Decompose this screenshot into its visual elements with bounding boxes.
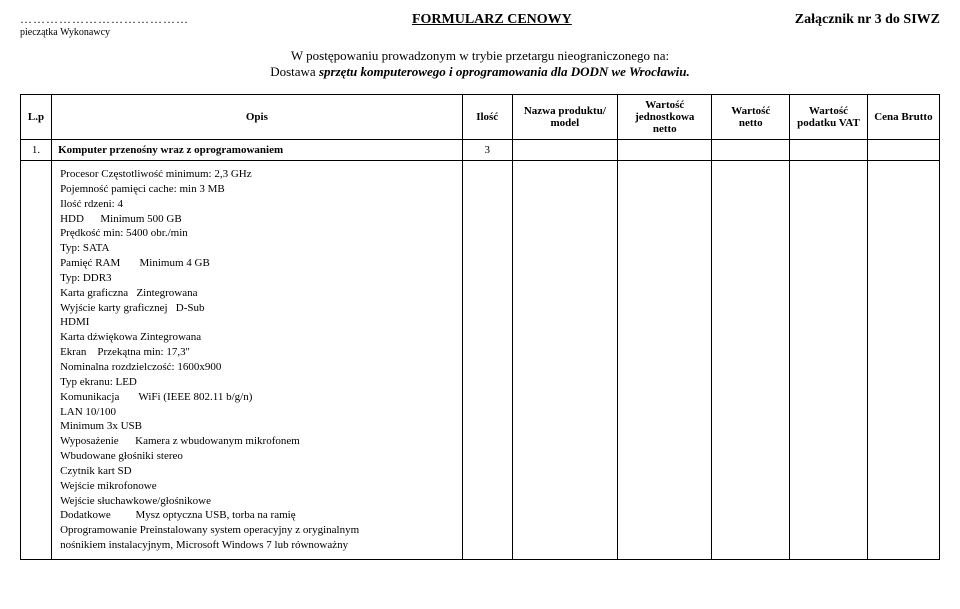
cell-opis: Komputer przenośny wraz z oprogramowanie… bbox=[52, 140, 463, 161]
dots-line: ………………………………… bbox=[20, 12, 189, 27]
spec-line: nośnikiem instalacyjnym, Microsoft Windo… bbox=[60, 538, 454, 553]
stamp-block: ………………………………… pieczątka Wykonawcy bbox=[20, 12, 189, 38]
cell-spec: Procesor Częstotliwość minimum: 2,3 GHzP… bbox=[52, 161, 463, 560]
spec-line: Pojemność pamięci cache: min 3 MB bbox=[60, 182, 454, 197]
th-wj: Wartość jednostkowa netto bbox=[618, 95, 712, 140]
spec-line: Wyposażenie Kamera z wbudowanym mikrofon… bbox=[60, 434, 454, 449]
cell-wp bbox=[790, 140, 868, 161]
spec-line: Pamięć RAM Minimum 4 GB bbox=[60, 256, 454, 271]
spec-line: Karta dźwiękowa Zintegrowana bbox=[60, 330, 454, 345]
spec-line: Karta graficzna Zintegrowana bbox=[60, 286, 454, 301]
cell-wj-empty bbox=[618, 161, 712, 560]
th-opis: Opis bbox=[52, 95, 463, 140]
spec-line: Typ ekranu: LED bbox=[60, 375, 454, 390]
attachment-label: Załącznik nr 3 do SIWZ bbox=[795, 12, 940, 28]
spec-line: Nominalna rozdzielczość: 1600x900 bbox=[60, 360, 454, 375]
spec-line: LAN 10/100 bbox=[60, 405, 454, 420]
table-header-row: L.p Opis Ilość Nazwa produktu/ model War… bbox=[21, 95, 940, 140]
spec-line: Minimum 3x USB bbox=[60, 419, 454, 434]
spec-line: Wejście słuchawkowe/głośnikowe bbox=[60, 494, 454, 509]
spec-line: Wejście mikrofonowe bbox=[60, 479, 454, 494]
spec-line: Dodatkowe Mysz optyczna USB, torba na ra… bbox=[60, 508, 454, 523]
spec-line: Ilość rdzeni: 4 bbox=[60, 197, 454, 212]
table-row: Procesor Częstotliwość minimum: 2,3 GHzP… bbox=[21, 161, 940, 560]
title-center: FORMULARZ CENOWY bbox=[189, 12, 795, 28]
cell-cb bbox=[867, 140, 939, 161]
header-row: ………………………………… pieczątka Wykonawcy FORMUL… bbox=[20, 12, 940, 38]
spec-line: Ekran Przekątna min: 17,3'' bbox=[60, 345, 454, 360]
th-wp: Wartość podatku VAT bbox=[790, 95, 868, 140]
spec-line: Komunikacja WiFi (IEEE 802.11 b/g/n) bbox=[60, 390, 454, 405]
spec-line: Czytnik kart SD bbox=[60, 464, 454, 479]
cell-ilosc: 3 bbox=[462, 140, 512, 161]
spec-line: Procesor Częstotliwość minimum: 2,3 GHz bbox=[60, 167, 454, 182]
spec-line: Prędkość min: 5400 obr./min bbox=[60, 226, 454, 241]
spec-line: Wyjście karty graficznej D-Sub bbox=[60, 301, 454, 316]
cell-cb-empty bbox=[867, 161, 939, 560]
spec-line: Wbudowane głośniki stereo bbox=[60, 449, 454, 464]
price-table: L.p Opis Ilość Nazwa produktu/ model War… bbox=[20, 94, 940, 560]
cell-nazwa-empty bbox=[512, 161, 617, 560]
cell-wp-empty bbox=[790, 161, 868, 560]
subheader-italic: sprzętu komputerowego i oprogramowania d… bbox=[319, 64, 690, 79]
subheader-prefix: Dostawa bbox=[270, 64, 319, 79]
cell-lp-empty bbox=[21, 161, 52, 560]
form-title: FORMULARZ CENOWY bbox=[412, 12, 572, 27]
th-lp: L.p bbox=[21, 95, 52, 140]
cell-nazwa bbox=[512, 140, 617, 161]
stamp-label: pieczątka Wykonawcy bbox=[20, 27, 189, 38]
th-cb: Cena Brutto bbox=[867, 95, 939, 140]
th-nazwa: Nazwa produktu/ model bbox=[512, 95, 617, 140]
spec-line: Typ: SATA bbox=[60, 241, 454, 256]
th-ilosc: Ilość bbox=[462, 95, 512, 140]
cell-wn-empty bbox=[712, 161, 790, 560]
th-wn: Wartość netto bbox=[712, 95, 790, 140]
cell-lp: 1. bbox=[21, 140, 52, 161]
subheader-line2: Dostawa sprzętu komputerowego i oprogram… bbox=[20, 64, 940, 80]
spec-line: Typ: DDR3 bbox=[60, 271, 454, 286]
spec-line: HDD Minimum 500 GB bbox=[60, 212, 454, 227]
cell-wn bbox=[712, 140, 790, 161]
spec-line: HDMI bbox=[60, 315, 454, 330]
cell-ilosc-empty bbox=[462, 161, 512, 560]
table-row: 1. Komputer przenośny wraz z oprogramowa… bbox=[21, 140, 940, 161]
cell-wj bbox=[618, 140, 712, 161]
spec-line: Oprogramowanie Preinstalowany system ope… bbox=[60, 523, 454, 538]
subheader-line1: W postępowaniu prowadzonym w trybie prze… bbox=[20, 48, 940, 64]
subheader: W postępowaniu prowadzonym w trybie prze… bbox=[20, 48, 940, 80]
